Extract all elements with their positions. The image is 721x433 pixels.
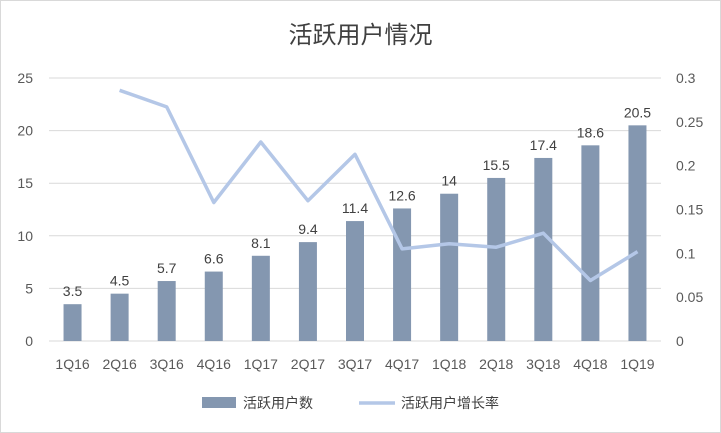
y-right-tick-label: 0.2 <box>676 158 696 174</box>
x-tick-label: 1Q19 <box>620 356 654 372</box>
bar <box>251 255 270 341</box>
x-tick-label: 1Q18 <box>432 356 466 372</box>
y-left-tick-label: 5 <box>25 280 33 296</box>
bar-value-label: 17.4 <box>530 137 557 153</box>
x-tick-label: 3Q16 <box>150 356 184 372</box>
y-left-tick-label: 15 <box>17 175 33 191</box>
bar-value-label: 6.6 <box>204 251 224 267</box>
bar-value-label: 5.7 <box>157 260 177 276</box>
bar <box>110 293 129 341</box>
y-right-tick-label: 0.3 <box>676 70 696 86</box>
legend-line-label: 活跃用户增长率 <box>401 395 499 412</box>
y-right-tick-label: 0.1 <box>676 245 696 261</box>
bar <box>487 177 506 341</box>
y-left-tick-label: 20 <box>17 123 33 139</box>
x-tick-label: 1Q16 <box>55 356 89 372</box>
bar-value-label: 4.5 <box>110 273 130 289</box>
bar <box>346 221 364 341</box>
chart-title: 活跃用户情况 <box>288 21 433 49</box>
bar <box>204 271 223 341</box>
bar <box>63 304 82 341</box>
legend-bar-label: 活跃用户数 <box>243 395 313 412</box>
bar-value-label: 3.5 <box>63 283 83 299</box>
bar <box>298 242 317 341</box>
x-tick-label: 4Q18 <box>573 356 607 372</box>
bar-value-label: 15.5 <box>483 157 510 173</box>
bar-value-label: 12.6 <box>388 187 415 203</box>
x-tick-label: 2Q17 <box>291 356 325 372</box>
bar <box>157 281 176 341</box>
bar <box>393 208 412 341</box>
x-tick-label: 2Q18 <box>479 356 513 372</box>
bar <box>581 145 600 341</box>
x-tick-label: 1Q17 <box>244 356 278 372</box>
bar-value-label: 18.6 <box>577 124 604 140</box>
bar-value-label: 11.4 <box>342 200 368 216</box>
y-right-tick-label: 0.15 <box>676 202 703 218</box>
bar-value-label: 9.4 <box>298 221 318 237</box>
x-tick-label: 3Q17 <box>338 356 372 372</box>
y-right-tick-label: 0.05 <box>676 289 703 305</box>
x-tick-label: 2Q16 <box>102 356 136 372</box>
bar <box>534 157 553 341</box>
y-right-tick-label: 0 <box>676 333 684 349</box>
y-left-tick-label: 25 <box>17 70 33 86</box>
bar-value-label: 8.1 <box>251 235 271 251</box>
growth-rate-line <box>119 88 639 283</box>
x-tick-label: 4Q16 <box>197 356 231 372</box>
x-tick-label: 4Q17 <box>385 356 419 372</box>
bar <box>628 125 647 341</box>
bar <box>440 193 459 341</box>
bar-value-label: 20.5 <box>624 104 651 120</box>
y-left-tick-label: 10 <box>17 228 33 244</box>
bar-value-label: 14 <box>441 173 457 189</box>
legend-bar-swatch <box>202 397 236 408</box>
y-right-tick-label: 0.25 <box>676 114 703 130</box>
x-tick-label: 3Q18 <box>526 356 560 372</box>
y-left-tick-label: 0 <box>25 333 33 349</box>
